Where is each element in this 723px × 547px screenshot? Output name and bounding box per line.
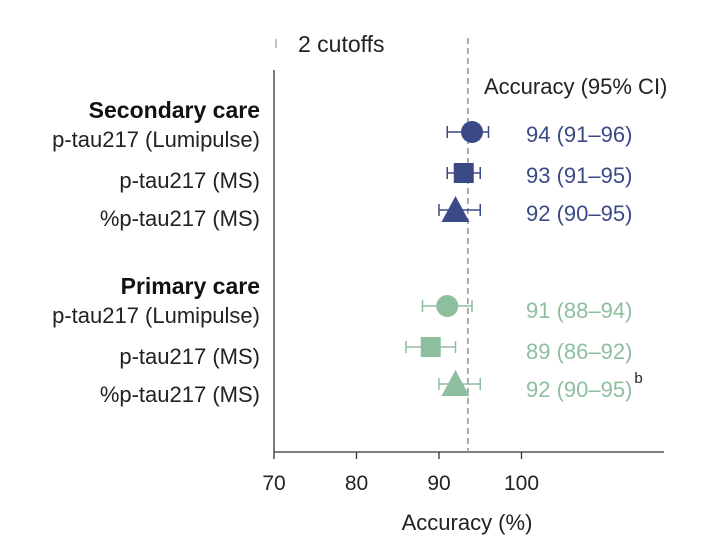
- square-marker: [420, 337, 441, 357]
- x-tick-label: 100: [504, 472, 539, 495]
- row-label: p-tau217 (Lumipulse): [52, 303, 260, 328]
- triangle-marker: [441, 370, 470, 396]
- square-marker: [453, 163, 474, 183]
- ci-value-text: 94 (91–96): [526, 122, 632, 147]
- group-header: Primary care: [121, 273, 260, 299]
- x-tick-label: 70: [262, 472, 285, 495]
- ci-value-text: 92 (90–95): [526, 201, 632, 226]
- triangle-marker: [441, 196, 470, 222]
- circle-marker: [436, 295, 459, 317]
- ci-superscript: b: [634, 370, 642, 387]
- group-header: Secondary care: [89, 97, 260, 123]
- row-label: p-tau217 (Lumipulse): [52, 127, 260, 152]
- x-tick-label: 80: [345, 472, 368, 495]
- ci-value-text: 89 (86–92): [526, 339, 632, 364]
- x-axis-title: Accuracy (%): [402, 510, 533, 535]
- legend-label: 2 cutoffs: [298, 31, 385, 57]
- ci-value-text: 93 (91–95): [526, 163, 632, 188]
- circle-marker: [461, 121, 483, 143]
- x-tick-label: 90: [427, 472, 450, 495]
- ci-value-text: 91 (88–94): [526, 298, 632, 323]
- row-label: p-tau217 (MS): [119, 168, 260, 193]
- row-label: p-tau217 (MS): [119, 344, 260, 369]
- ci-header: Accuracy (95% CI): [484, 74, 667, 99]
- row-label: %p-tau217 (MS): [100, 382, 260, 407]
- ci-value-text: 92 (90–95): [526, 377, 632, 402]
- row-label: %p-tau217 (MS): [100, 206, 260, 231]
